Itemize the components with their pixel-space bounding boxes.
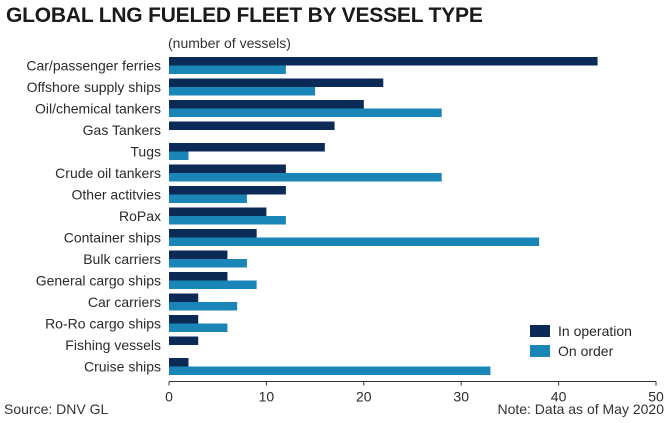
bar-on-order-bulk-carriers	[169, 259, 247, 268]
category-label-gas-tankers: Gas Tankers	[83, 122, 161, 138]
bar-in-operation-cruise-ships	[169, 358, 189, 367]
bar-on-order-tugs	[169, 151, 189, 160]
bar-in-operation-ropax	[169, 207, 267, 216]
category-label-car-carriers: Car carriers	[88, 294, 161, 310]
x-axis-ticks: 0 10 20 30 40 50	[165, 381, 664, 405]
chart-title: GLOBAL LNG FUELED FLEET BY VESSEL TYPE	[6, 4, 483, 27]
bar-on-order-oil-chemical-tankers	[169, 108, 442, 117]
source-note: Source: DNV GL	[4, 401, 109, 417]
category-label-tugs: Tugs	[130, 144, 161, 160]
chart-subtitle: (number of vessels)	[168, 35, 291, 51]
bar-on-order-other-actitvies	[169, 194, 247, 203]
category-label-general-cargo-ships: General cargo ships	[36, 273, 161, 289]
x-tick-label-10: 10	[259, 389, 275, 405]
x-tick-label-0: 0	[165, 389, 173, 405]
bar-in-operation-other-actitvies	[169, 186, 286, 195]
bar-on-order-general-cargo-ships	[169, 280, 257, 289]
legend-swatch-in-operation	[530, 325, 550, 337]
x-tick-label-20: 20	[356, 389, 372, 405]
x-tick-label-30: 30	[453, 389, 469, 405]
legend-swatch-on-order	[530, 345, 550, 357]
legend: In operation On order	[530, 323, 632, 359]
bar-on-order-cruise-ships	[169, 366, 491, 375]
bars-group	[169, 57, 598, 375]
bar-in-operation-ro-ro-cargo-ships	[169, 315, 199, 324]
bar-in-operation-fishing-vessels	[169, 336, 199, 345]
bar-in-operation-offshore-supply-ships	[169, 78, 384, 87]
bar-in-operation-container-ships	[169, 229, 257, 238]
x-tick-label-50: 50	[648, 389, 664, 405]
bar-on-order-car-passenger-ferries	[169, 65, 286, 74]
category-label-other-actitvies: Other actitvies	[72, 187, 161, 203]
bar-in-operation-gas-tankers	[169, 121, 335, 130]
category-labels: Car/passenger ferries Offshore supply shi…	[26, 58, 161, 375]
bar-in-operation-crude-oil-tankers	[169, 164, 286, 173]
category-label-fishing-vessels: Fishing vessels	[65, 337, 161, 353]
category-label-car-passenger-ferries: Car/passenger ferries	[26, 58, 161, 74]
bar-on-order-car-carriers	[169, 302, 238, 311]
x-tick-label-40: 40	[551, 389, 567, 405]
bar-on-order-offshore-supply-ships	[169, 87, 316, 96]
bar-in-operation-car-carriers	[169, 293, 199, 302]
category-label-container-ships: Container ships	[64, 230, 161, 246]
category-label-offshore-supply-ships: Offshore supply ships	[27, 79, 161, 95]
bar-on-order-container-ships	[169, 237, 540, 246]
bar-on-order-ro-ro-cargo-ships	[169, 323, 228, 332]
bar-in-operation-bulk-carriers	[169, 250, 228, 259]
category-label-bulk-carriers: Bulk carriers	[83, 251, 161, 267]
bar-in-operation-tugs	[169, 143, 325, 152]
category-label-ro-ro-cargo-ships: Ro-Ro cargo ships	[45, 316, 161, 332]
category-label-cruise-ships: Cruise ships	[84, 359, 161, 375]
bar-in-operation-car-passenger-ferries	[169, 57, 598, 66]
bar-in-operation-oil-chemical-tankers	[169, 100, 364, 109]
category-label-crude-oil-tankers: Crude oil tankers	[55, 165, 161, 181]
category-label-ropax: RoPax	[119, 208, 161, 224]
legend-label-in-operation: In operation	[558, 323, 632, 339]
category-label-oil-chemical-tankers: Oil/chemical tankers	[35, 101, 161, 117]
bar-on-order-crude-oil-tankers	[169, 173, 442, 182]
bar-on-order-ropax	[169, 216, 286, 225]
data-date-note: Note: Data as of May 2020	[497, 401, 664, 417]
legend-label-on-order: On order	[558, 343, 614, 359]
bar-in-operation-general-cargo-ships	[169, 272, 228, 281]
